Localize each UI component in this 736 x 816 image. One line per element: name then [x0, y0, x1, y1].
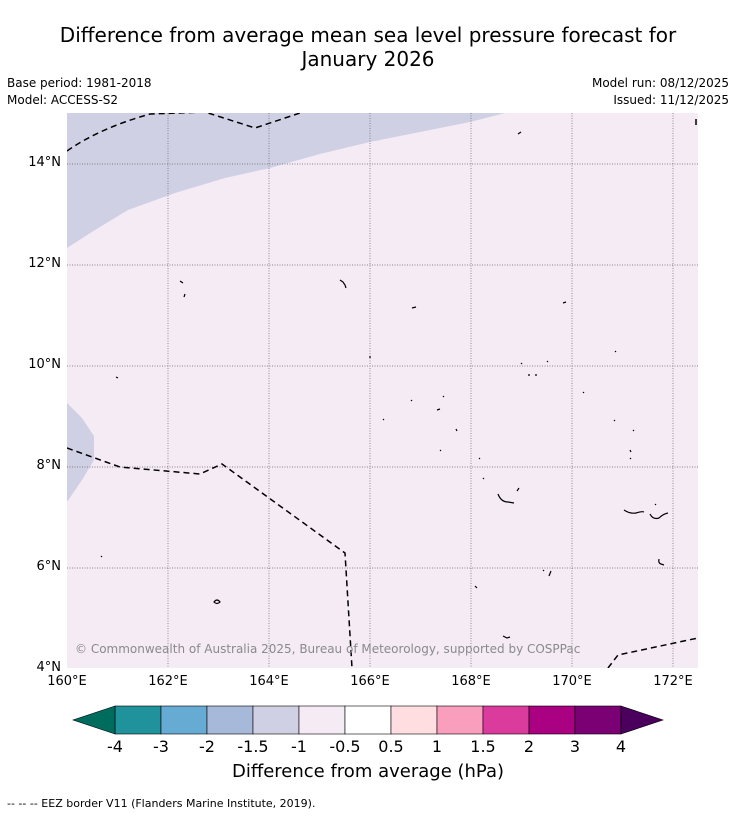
colorbar-tick: -1	[291, 737, 307, 756]
lon-label-168e: 168°E	[451, 674, 491, 689]
colorbar-tick: 4	[615, 737, 627, 756]
colorbar-extend-low	[72, 705, 116, 735]
colorbar-segment	[574, 705, 622, 735]
model-run: Model run: 08/12/2025	[591, 76, 729, 90]
colorbar-segment	[344, 705, 392, 735]
colorbar-tick: 0.5	[378, 737, 404, 756]
colorbar-segment	[206, 705, 254, 735]
colorbar-tick: -1.5	[237, 737, 269, 756]
chart-title-line1: Difference from average mean sea level p…	[59, 23, 677, 47]
lon-label-160e: 160°E	[47, 674, 87, 689]
colorbar-segment	[528, 705, 576, 735]
lat-label-8n: 8°N	[36, 458, 62, 473]
colorbar-segment	[160, 705, 208, 735]
lon-label-172e: 172°E	[653, 674, 693, 689]
lat-label-10n: 10°N	[28, 357, 61, 372]
colorbar-segment	[114, 705, 162, 735]
colorbar-segment	[298, 705, 346, 735]
colorbar-tick: 2	[523, 737, 535, 756]
colorbar-tick: 3	[569, 737, 581, 756]
colorbar-tick: 1	[431, 737, 443, 756]
anomaly-fill-background	[67, 113, 698, 668]
lat-label-12n: 12°N	[28, 256, 61, 271]
colorbar-extend-high	[620, 705, 664, 735]
graticule	[67, 113, 698, 668]
issued-date: Issued: 11/12/2025	[613, 93, 729, 107]
lat-label-6n: 6°N	[36, 559, 62, 574]
lon-label-162e: 162°E	[148, 674, 188, 689]
base-period: Base period: 1981-2018	[7, 76, 152, 90]
colorbar-tick: -2	[199, 737, 215, 756]
lat-label-4n: 4°N	[36, 660, 62, 675]
model-name: Model: ACCESS-S2	[7, 93, 119, 107]
eez-border	[67, 113, 698, 668]
colorbar-tick: 1.5	[470, 737, 496, 756]
colorbar-tick: -4	[107, 737, 123, 756]
eez-footnote: -- -- -- EEZ border V11 (Flanders Marine…	[7, 797, 316, 810]
colorbar-tick: -3	[153, 737, 169, 756]
copyright-notice: © Commonwealth of Australia 2025, Bureau…	[75, 642, 580, 656]
island-coastlines	[100, 131, 669, 639]
colorbar-title: Difference from average (hPa)	[231, 761, 505, 782]
lat-label-14n: 14°N	[28, 155, 61, 170]
colorbar-tick: -0.5	[329, 737, 361, 756]
chart-title-line2: January 2026	[301, 47, 435, 71]
anomaly-region-north	[67, 113, 505, 248]
lon-label-166e: 166°E	[350, 674, 390, 689]
colorbar-segment	[252, 705, 300, 735]
colorbar-segment	[390, 705, 438, 735]
colorbar-segment	[436, 705, 484, 735]
lon-label-164e: 164°E	[249, 674, 289, 689]
map-area: © Commonwealth of Australia 2025, Bureau…	[67, 113, 698, 668]
colorbar	[72, 705, 664, 735]
colorbar-segment	[482, 705, 530, 735]
lon-label-170e: 170°E	[552, 674, 592, 689]
